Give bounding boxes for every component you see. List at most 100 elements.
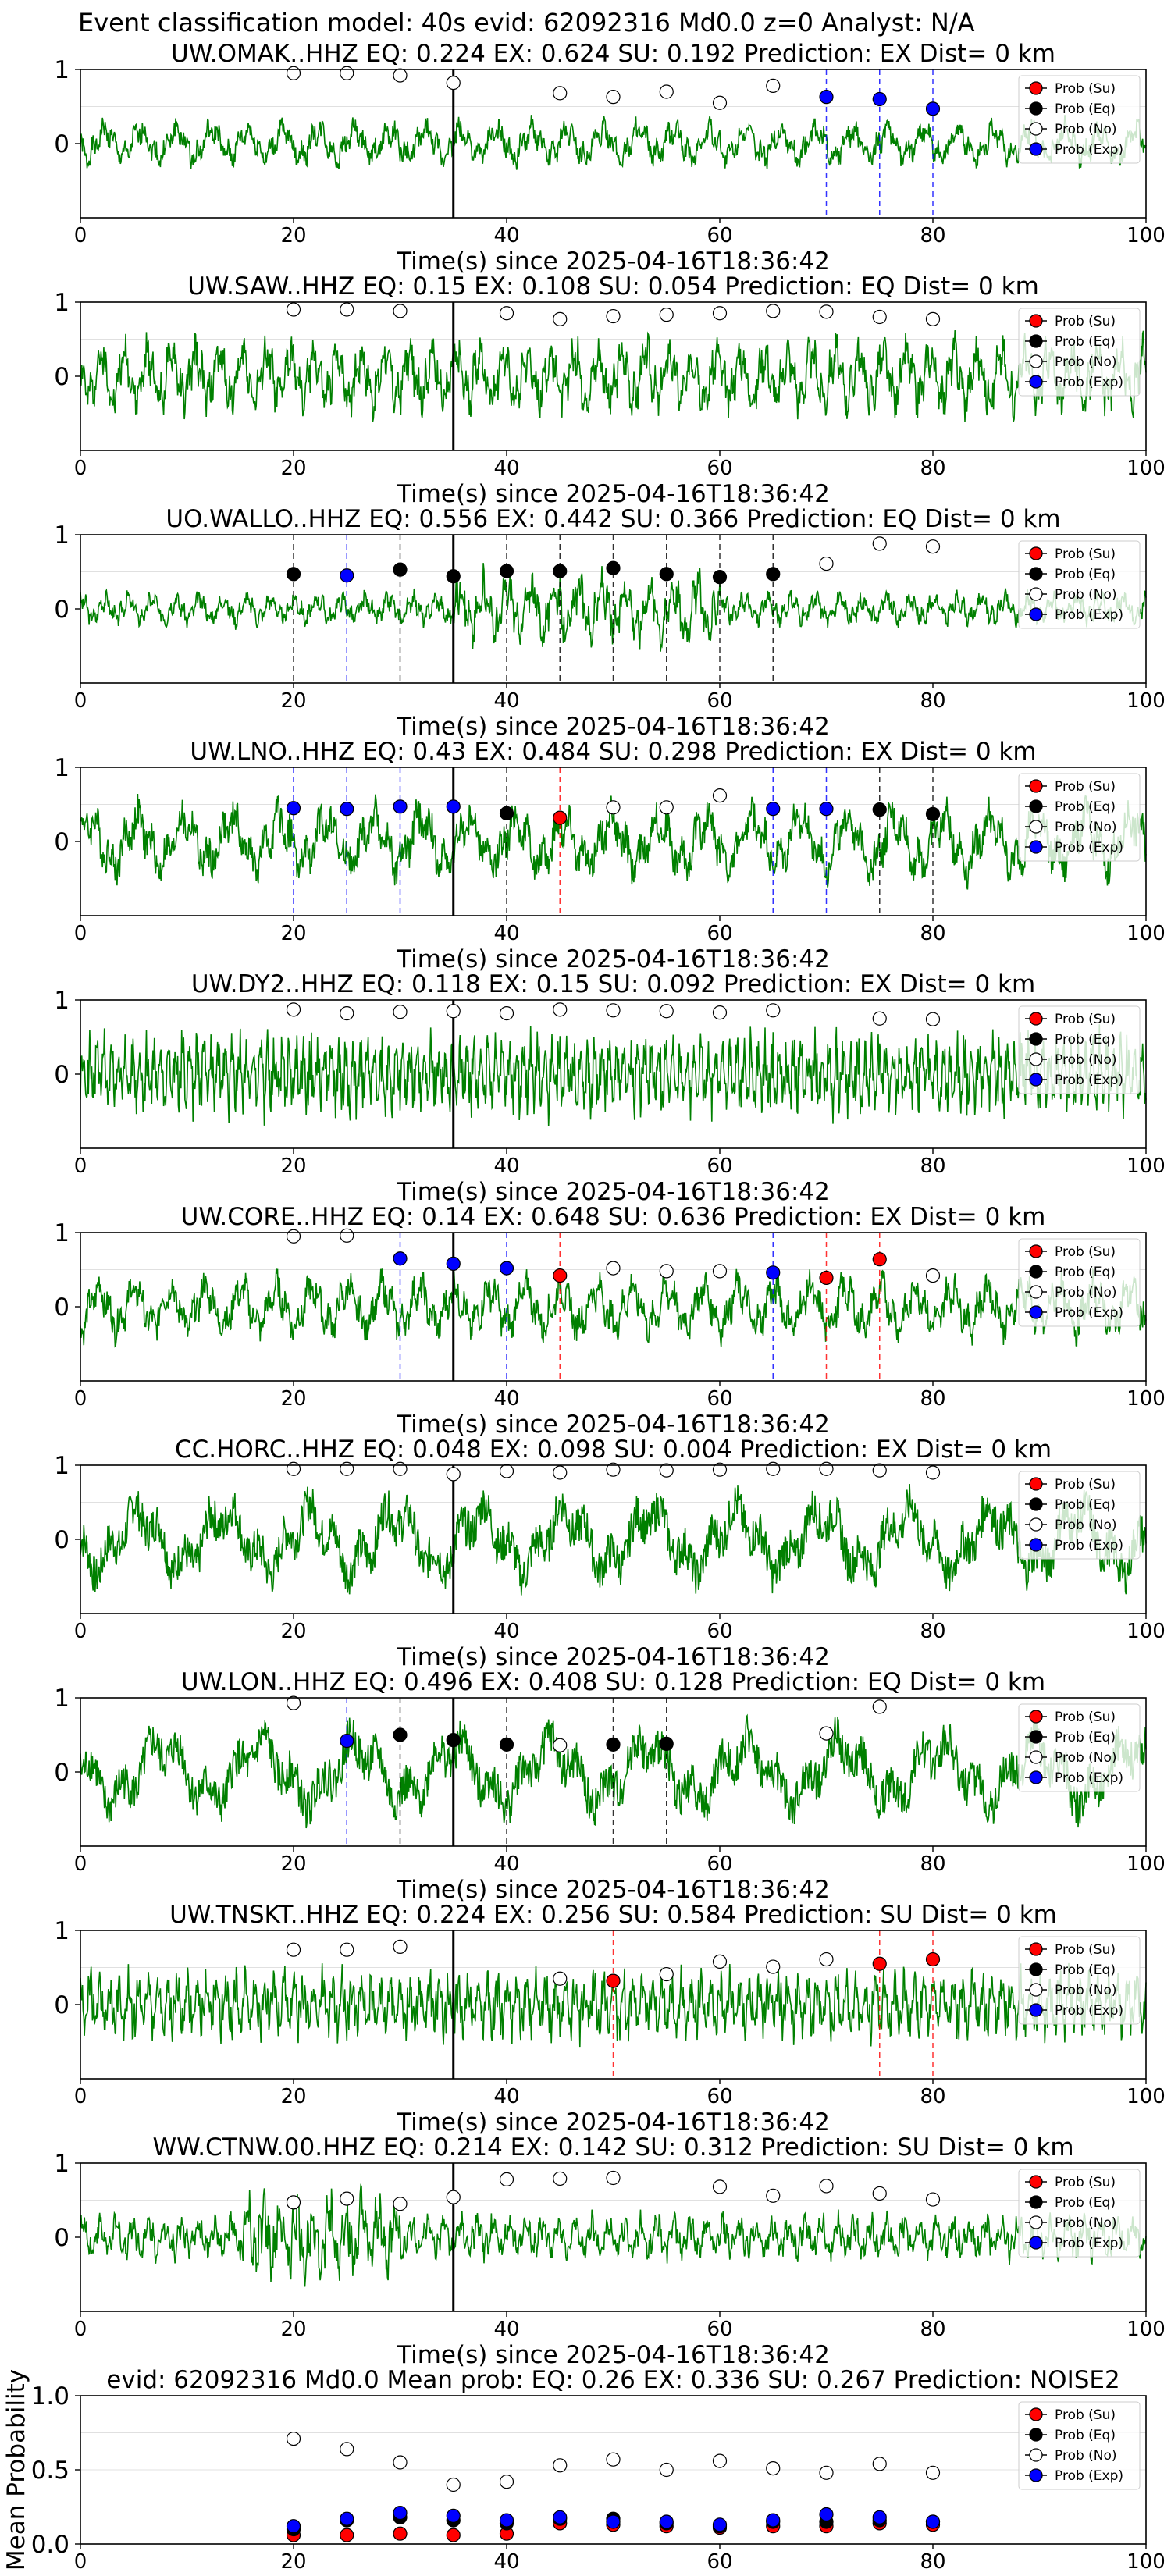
- mean-point-no: [925, 2465, 941, 2480]
- x-tick-label: 80: [920, 1852, 945, 1876]
- x-tick-label: 40: [493, 1387, 519, 1411]
- prob-point-no: [606, 90, 621, 105]
- x-tick-label: 100: [1127, 1155, 1166, 1178]
- prob-point-no: [659, 800, 674, 815]
- legend-box: [1018, 1936, 1141, 2025]
- x-axis-label: Time(s) since 2025-04-16T18:36:42: [396, 1411, 830, 1439]
- legend-label: Prob (No): [1055, 1285, 1117, 1300]
- prob-point-no: [393, 68, 408, 83]
- legend-label: Prob (No): [1055, 354, 1117, 370]
- legend-label: Prob (Exp): [1055, 2236, 1123, 2251]
- legend-marker: [1029, 799, 1043, 813]
- mean-point-exp: [340, 2511, 354, 2526]
- x-tick-label: 60: [707, 1155, 732, 1178]
- x-axis-label: Time(s) since 2025-04-16T18:36:42: [396, 713, 830, 741]
- prob-point-eq: [659, 567, 674, 582]
- prob-point-exp: [872, 91, 887, 107]
- prob-point-no: [819, 1461, 834, 1476]
- legend-marker: [1029, 375, 1043, 389]
- legend-marker: [1029, 567, 1043, 581]
- prob-point-su: [553, 1268, 568, 1283]
- x-tick-label: 0: [74, 2085, 87, 2108]
- legend-marker: [1029, 1073, 1043, 1087]
- prob-point-no: [925, 539, 941, 554]
- mean-point-no: [819, 2465, 834, 2480]
- mean-point-no: [446, 2477, 461, 2492]
- legend-label: Prob (Eq): [1055, 334, 1116, 350]
- legend-marker: [1029, 2236, 1043, 2250]
- y-tick-label: 0.5: [31, 2457, 69, 2485]
- legend-marker: [1029, 1538, 1043, 1552]
- y-tick-label: 0: [54, 2224, 69, 2252]
- prob-point-no: [925, 1012, 941, 1026]
- prob-point-no: [606, 1003, 621, 1018]
- prob-point-no: [393, 1005, 408, 1019]
- legend-label: Prob (Exp): [1055, 2003, 1123, 2019]
- mean-point-no: [340, 2442, 354, 2457]
- x-tick-label: 60: [707, 2318, 732, 2341]
- legend-marker: [1029, 607, 1043, 621]
- legend-marker: [1029, 1710, 1043, 1724]
- prob-point-eq: [286, 567, 301, 582]
- legend-label: Prob (No): [1055, 2448, 1117, 2464]
- x-tick-label: 60: [707, 1852, 732, 1876]
- x-tick-label: 80: [920, 224, 945, 247]
- mean-point-no: [659, 2462, 674, 2478]
- legend-label: Prob (Eq): [1055, 1730, 1116, 1745]
- legend-label: Prob (Exp): [1055, 2468, 1123, 2484]
- x-tick-label: 80: [920, 2085, 945, 2108]
- mean-point-no: [712, 2453, 728, 2468]
- mean-point-no: [393, 2455, 408, 2470]
- prob-point-no: [286, 1229, 301, 1244]
- prob-point-exp: [393, 1251, 408, 1266]
- prob-point-no: [553, 2171, 568, 2186]
- mean-point-exp: [766, 2513, 781, 2528]
- prob-point-su: [872, 1252, 887, 1267]
- prob-point-exp: [819, 90, 834, 105]
- x-tick-label: 60: [707, 1387, 732, 1411]
- prob-point-no: [766, 304, 781, 318]
- x-tick-label: 40: [493, 2318, 519, 2341]
- x-tick-label: 20: [280, 224, 306, 247]
- legend-box: [1018, 773, 1141, 862]
- prob-point-no: [499, 306, 514, 321]
- prob-point-eq: [499, 564, 514, 578]
- prob-point-no: [872, 536, 887, 551]
- panel-1: UW.OMAK..HHZ EQ: 0.224 EX: 0.624 SU: 0.1…: [54, 40, 1166, 276]
- prob-point-eq: [393, 562, 408, 577]
- prob-point-no: [446, 1467, 461, 1482]
- prob-point-no: [712, 2179, 728, 2194]
- x-tick-label: 80: [920, 457, 945, 480]
- panel-2: UW.SAW..HHZ EQ: 0.15 EX: 0.108 SU: 0.054…: [54, 272, 1166, 508]
- legend-box: [1018, 1703, 1141, 1792]
- legend-marker: [1029, 1962, 1043, 1976]
- x-tick-label: 0: [74, 922, 87, 945]
- x-tick-label: 0: [74, 224, 87, 247]
- mean-point-no: [553, 2458, 568, 2473]
- panel-title: UW.OMAK..HHZ EQ: 0.224 EX: 0.624 SU: 0.1…: [171, 40, 1055, 68]
- panel-title: UW.CORE..HHZ EQ: 0.14 EX: 0.648 SU: 0.63…: [181, 1203, 1046, 1231]
- y-tick-label: 0: [54, 1991, 69, 2019]
- x-tick-label: 100: [1127, 1852, 1166, 1876]
- x-tick-label: 80: [920, 1620, 945, 1643]
- x-tick-label: 0: [74, 2318, 87, 2341]
- prob-point-no: [340, 2191, 354, 2206]
- y-tick-label: 1: [54, 2150, 69, 2178]
- prob-point-su: [872, 1956, 887, 1971]
- x-axis-label: Time(s) since 2025-04-16T18:36:42: [396, 1643, 830, 1671]
- y-tick-label: 1: [54, 1685, 69, 1713]
- legend-label: Prob (Exp): [1055, 1073, 1123, 1088]
- x-tick-label: 100: [1127, 922, 1166, 945]
- legend-marker: [1029, 2407, 1043, 2421]
- panel-title: UO.WALLO..HHZ EQ: 0.556 EX: 0.442 SU: 0.…: [166, 505, 1060, 533]
- prob-point-no: [553, 1738, 568, 1752]
- panel-title: UW.DY2..HHZ EQ: 0.118 EX: 0.15 SU: 0.092…: [191, 970, 1035, 998]
- legend-marker: [1029, 1052, 1043, 1066]
- panel-title: WW.CTNW.00.HHZ EQ: 0.214 EX: 0.142 SU: 0…: [152, 2133, 1073, 2161]
- x-tick-label: 20: [280, 1155, 306, 1178]
- legend-label: Prob (Su): [1055, 1477, 1116, 1493]
- prob-point-no: [819, 2179, 834, 2194]
- legend-marker: [1029, 1285, 1043, 1299]
- x-tick-label: 20: [280, 1620, 306, 1643]
- mean-point-su: [340, 2528, 354, 2542]
